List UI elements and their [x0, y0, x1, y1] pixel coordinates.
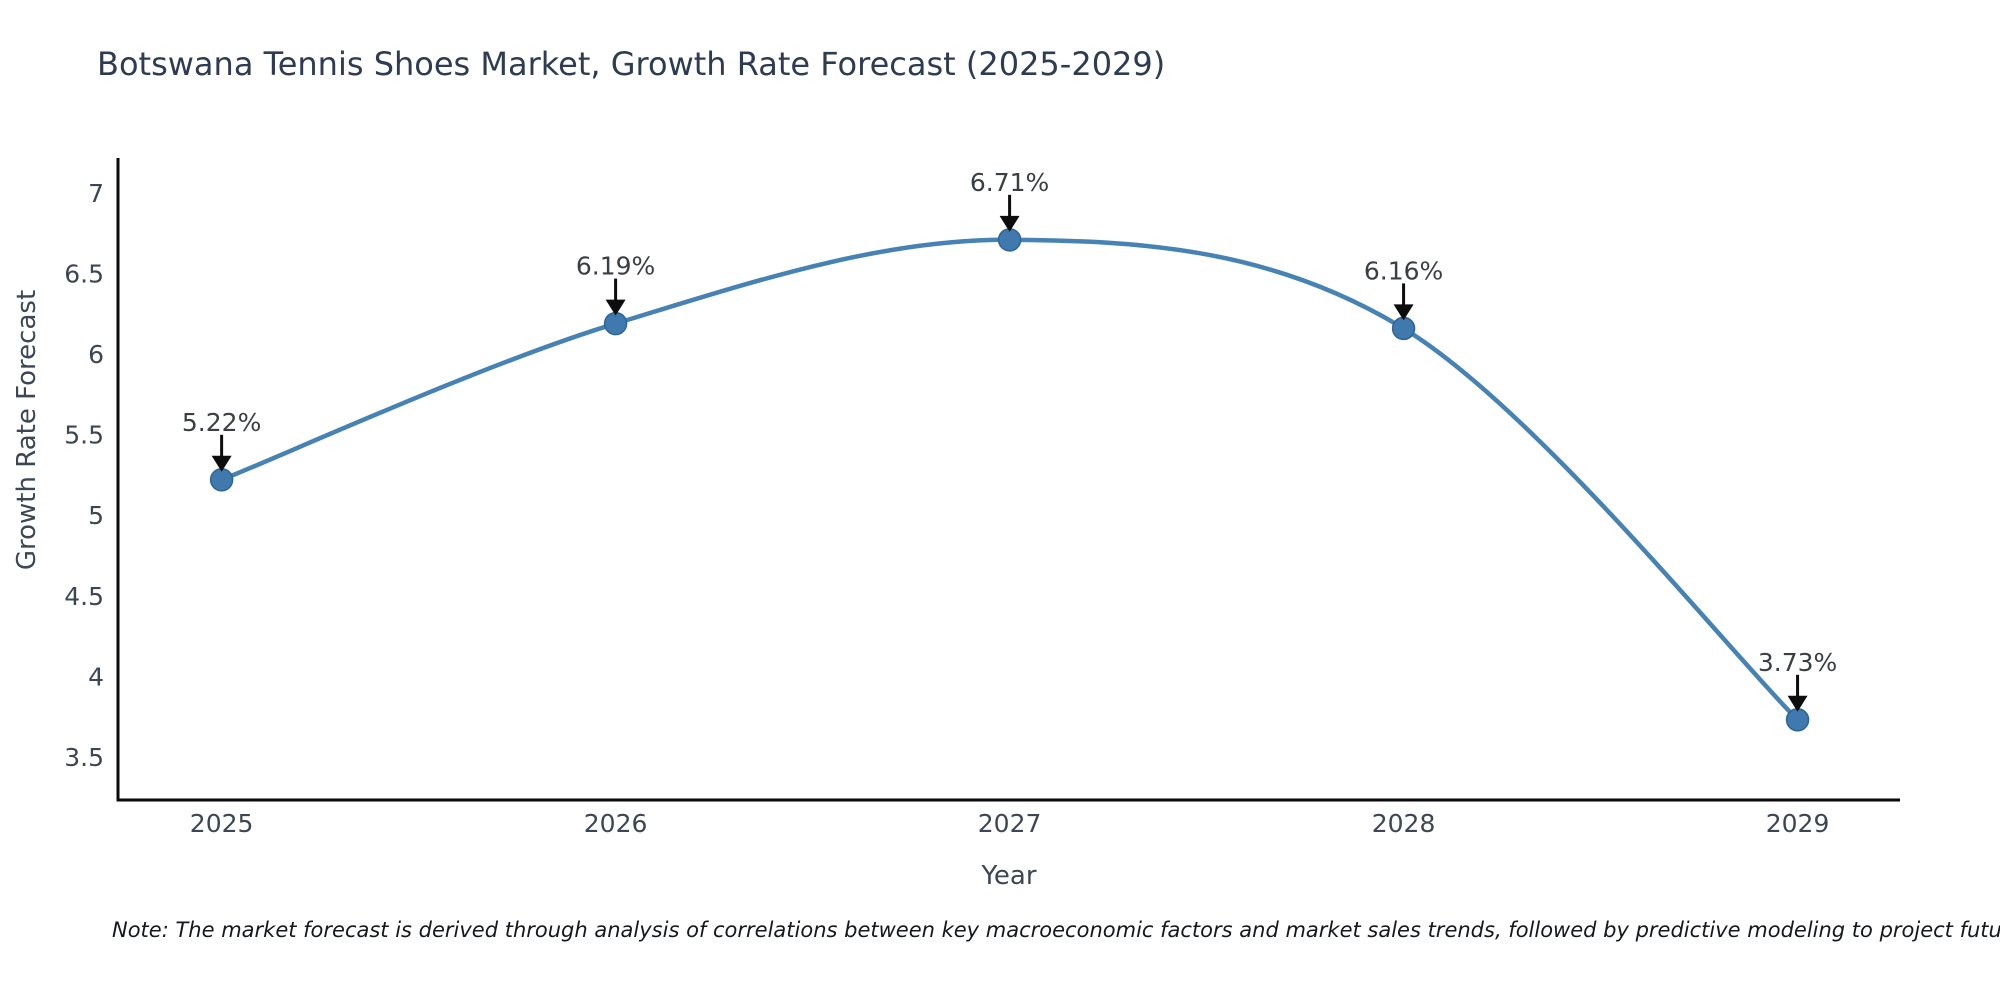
- y-tick-label: 6.5: [64, 260, 104, 289]
- y-tick-label: 7: [88, 179, 104, 208]
- chart-title: Botswana Tennis Shoes Market, Growth Rat…: [97, 45, 1166, 83]
- x-axis-title: Year: [981, 861, 1037, 891]
- annotation-arrow-head: [999, 215, 1020, 232]
- data-point: [1391, 316, 1416, 341]
- x-tick-label: 2026: [584, 809, 648, 838]
- annotation-arrow-head: [211, 455, 232, 472]
- data-point: [603, 311, 628, 336]
- x-tick-label: 2028: [1372, 809, 1436, 838]
- y-tick-label: 6: [88, 340, 104, 369]
- y-tick-label: 5.5: [64, 421, 104, 450]
- x-tick-label: 2027: [978, 809, 1042, 838]
- x-tick-label: 2029: [1766, 809, 1830, 838]
- y-axis-title: Growth Rate Forecast: [12, 289, 42, 571]
- y-tick-label: 4: [88, 662, 104, 691]
- trend-line: [219, 237, 1800, 723]
- data-point: [1785, 708, 1810, 732]
- y-tick-label: 3.5: [64, 743, 104, 772]
- annotation-label: 6.19%: [576, 252, 655, 281]
- data-point: [997, 228, 1022, 252]
- annotation-arrow-head: [605, 299, 626, 316]
- data-point: [209, 468, 234, 492]
- annotation-label: 6.71%: [970, 168, 1049, 197]
- y-tick-label: 5: [88, 501, 104, 530]
- annotation-arrow-head: [1393, 304, 1414, 321]
- annotation-label: 5.22%: [182, 408, 261, 437]
- x-tick-label: 2025: [190, 809, 254, 838]
- annotation-label: 3.73%: [1758, 648, 1837, 677]
- y-tick-label: 4.5: [64, 582, 104, 611]
- footnote: Note: The market forecast is derived thr…: [112, 918, 2000, 942]
- annotation-label: 6.16%: [1364, 256, 1443, 285]
- annotation-arrow-head: [1787, 695, 1808, 712]
